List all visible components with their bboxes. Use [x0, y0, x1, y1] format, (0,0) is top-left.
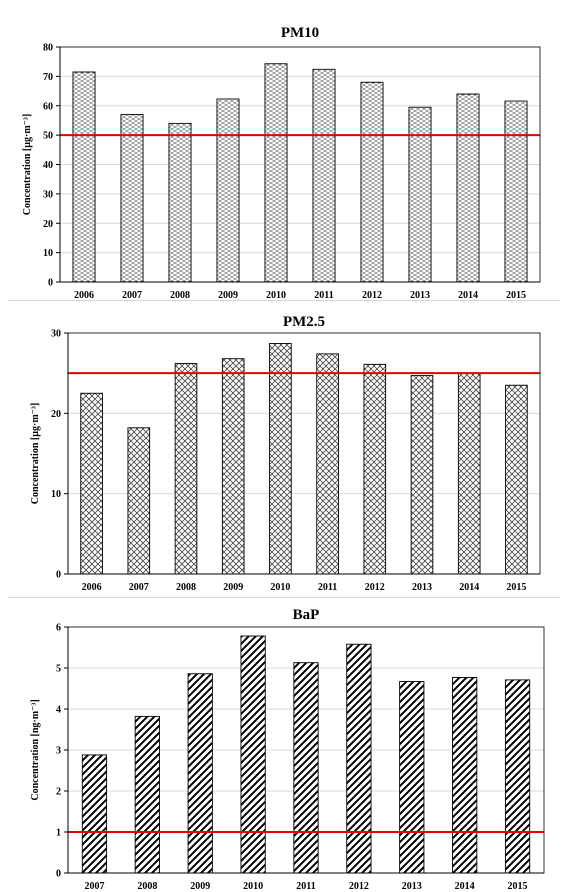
- chart-title: PM10: [281, 25, 319, 41]
- y-tick-label: 4: [56, 705, 61, 716]
- y-tick-label: 50: [43, 131, 53, 142]
- chart-pm25: PM2.5 0 10 20 30 2006 2007 2008 2009 2010 2011 2012…: [8, 300, 560, 598]
- bar-pm10-2008: [168, 122, 192, 283]
- y-tick-label: 40: [43, 160, 53, 171]
- bar-pm25-2013: [410, 375, 434, 575]
- x-tick-label: 2011: [318, 582, 337, 593]
- bar-bap-2015: [504, 679, 531, 874]
- bar-pm25-2009: [221, 358, 245, 575]
- bar-pm10-2007: [120, 114, 144, 283]
- x-tick-label: 2007: [122, 290, 142, 300]
- bar-bap-2012: [346, 643, 372, 874]
- x-tick-label: 2013: [402, 881, 422, 892]
- bar-pm10-2014: [456, 93, 480, 283]
- x-tick-label: 2011: [314, 290, 333, 300]
- bar-pm10-2015: [504, 100, 528, 283]
- x-tick-label: 2008: [170, 290, 190, 300]
- chart-pm10-svg: PM10 0 10 20 30 40 50 60 70 80 2006 2007 2008 2009 201…: [22, 25, 541, 300]
- plot-frame: [67, 626, 545, 874]
- bar-pm25-2015: [505, 384, 528, 575]
- y-tick-label: 3: [56, 746, 61, 757]
- bar-pm25-2014: [457, 372, 481, 575]
- x-tick-label: 2012: [365, 582, 385, 593]
- chart-pm10: PM10 0 10 20 30 40 50 60 70 80 2006 2007 2008 2009 201…: [8, 0, 560, 301]
- x-tick-label: 2013: [412, 582, 432, 593]
- chart-pm25-svg: PM2.5 0 10 20 30 2006 2007 2008 2009 2010 2011 2012…: [30, 314, 541, 593]
- x-tick-label: 2010: [266, 290, 286, 300]
- x-tick-label: 2015: [506, 582, 526, 593]
- y-tick-label: 0: [56, 570, 61, 581]
- y-tick-label: 10: [43, 248, 53, 259]
- bar-pm10-2006: [72, 71, 96, 283]
- chart-bap: BaP 0 1 2 3 4 5 6 2007 2008 2009 2010 2011 2012 2013 20…: [8, 597, 560, 892]
- x-tick-label: 2012: [362, 290, 382, 300]
- bar-pm25-2011: [316, 353, 339, 575]
- bar-pm25-2008: [174, 363, 198, 575]
- x-tick-label: 2007: [129, 582, 149, 593]
- bar-bap-2008: [134, 715, 160, 874]
- x-tick-label: 2006: [82, 582, 102, 593]
- y-tick-label: 30: [51, 329, 61, 340]
- x-tick-label: 2008: [176, 582, 196, 593]
- y-tick-label: 2: [56, 787, 61, 798]
- bar-pm25-2010: [269, 342, 292, 575]
- bar-pm10-2010: [264, 63, 288, 283]
- bar-pm25-2007: [127, 427, 151, 575]
- y-tick-label: 10: [51, 489, 61, 500]
- y-tick-label: 1: [56, 828, 61, 839]
- x-tick-label: 2015: [506, 290, 526, 300]
- y-tick-label: 0: [48, 278, 53, 289]
- x-tick-label: 2013: [410, 290, 430, 300]
- x-tick-label: 2009: [218, 290, 238, 300]
- y-axis-label: Concentration [µg·m⁻³]: [30, 403, 41, 505]
- x-tick-label: 2006: [74, 290, 94, 300]
- bar-bap-2010: [240, 635, 266, 874]
- bar-pm10-2009: [216, 98, 240, 283]
- plot-frame: [59, 46, 541, 283]
- y-tick-label: 20: [43, 219, 53, 230]
- x-tick-label: 2015: [508, 881, 528, 892]
- y-tick-label: 30: [43, 189, 53, 200]
- bar-bap-2011: [293, 662, 319, 874]
- y-axis-label: Concentration [ng·m⁻³]: [30, 699, 41, 800]
- x-tick-label: 2009: [190, 881, 210, 892]
- bar-bap-2009: [187, 673, 213, 874]
- y-tick-label: 5: [56, 664, 61, 675]
- x-tick-label: 2010: [270, 582, 290, 593]
- y-tick-label: 60: [43, 101, 53, 112]
- plot-frame: [67, 332, 541, 575]
- bar-pm25-2006: [80, 392, 103, 575]
- y-tick-label: 6: [56, 623, 61, 634]
- x-tick-label: 2014: [459, 582, 479, 593]
- x-tick-label: 2007: [84, 881, 104, 892]
- x-tick-label: 2012: [349, 881, 369, 892]
- x-tick-label: 2014: [455, 881, 475, 892]
- bar-pm25-2012: [363, 363, 387, 575]
- bar-bap-2007: [81, 754, 108, 874]
- x-tick-label: 2010: [243, 881, 263, 892]
- y-tick-label: 80: [43, 43, 53, 54]
- y-tick-label: 0: [56, 869, 61, 880]
- y-axis-label: Concentration [µg·m⁻³]: [22, 114, 33, 216]
- bar-pm10-2013: [408, 106, 432, 283]
- y-tick-label: 70: [43, 72, 53, 83]
- chart-title: PM2.5: [283, 314, 325, 330]
- bar-pm10-2012: [360, 81, 384, 283]
- bar-bap-2013: [399, 681, 425, 874]
- chart-title: BaP: [293, 607, 320, 623]
- y-tick-label: 20: [51, 409, 61, 420]
- x-tick-label: 2011: [296, 881, 315, 892]
- x-tick-label: 2009: [223, 582, 243, 593]
- bar-bap-2014: [452, 676, 478, 874]
- bar-pm10-2011: [312, 68, 336, 283]
- x-tick-label: 2008: [137, 881, 157, 892]
- chart-bap-svg: BaP 0 1 2 3 4 5 6 2007 2008 2009 2010 2011 2012 2013 20…: [30, 607, 545, 892]
- x-tick-label: 2014: [458, 290, 478, 300]
